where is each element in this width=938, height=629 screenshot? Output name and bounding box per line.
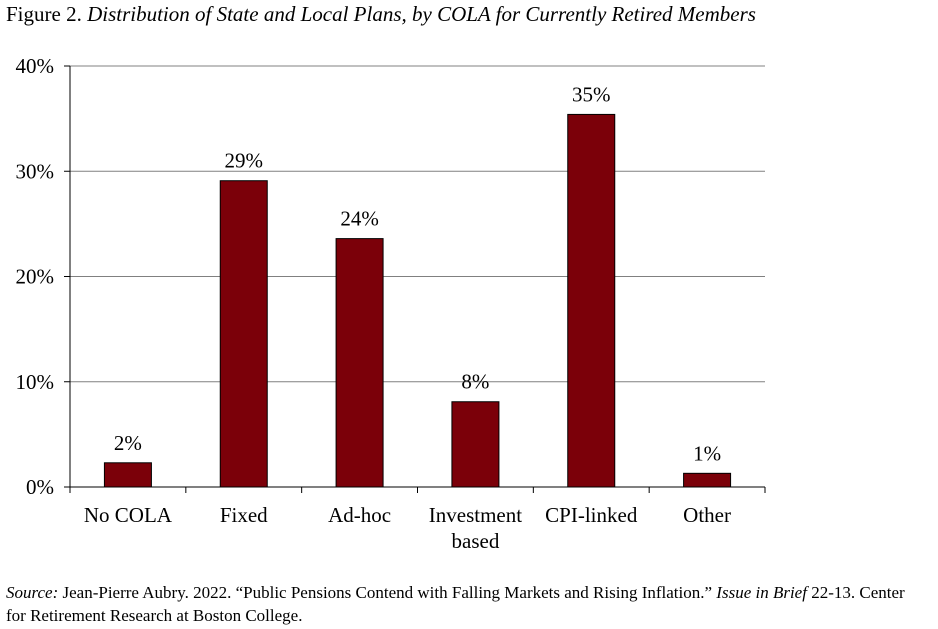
bar bbox=[103, 462, 152, 488]
category-label: Ad-hoc bbox=[328, 503, 391, 527]
data-label: 1% bbox=[693, 441, 721, 465]
category-label: Other bbox=[683, 503, 731, 527]
bar bbox=[451, 401, 500, 488]
figure-label: Figure 2. bbox=[6, 2, 82, 26]
figure-title: Figure 2. Distribution of State and Loca… bbox=[6, 2, 756, 27]
y-tick-label: 10% bbox=[16, 370, 55, 394]
source-label: Source: bbox=[6, 583, 59, 602]
source-italic: Issue in Brief bbox=[716, 583, 807, 602]
bar-chart: 0% 10% 20% 30% 40% 2% No COLA 29% Fixed 24% Ad-hoc… bbox=[16, 54, 766, 553]
data-label: 24% bbox=[340, 207, 379, 231]
data-label: 35% bbox=[572, 82, 611, 106]
figure-title-text: Distribution of State and Local Plans, b… bbox=[87, 2, 756, 26]
bar bbox=[335, 238, 384, 488]
bar bbox=[219, 180, 268, 488]
source-text-2: 22-13. Center for Retirement Research at… bbox=[6, 583, 905, 625]
y-tick-label: 30% bbox=[16, 159, 55, 183]
y-tick-label: 0% bbox=[26, 475, 54, 499]
category-label: based bbox=[452, 529, 500, 553]
category-label: No COLA bbox=[84, 503, 173, 527]
bar bbox=[683, 472, 732, 488]
data-label: 8% bbox=[461, 370, 489, 394]
source-text-1: Jean-Pierre Aubry. 2022. “Public Pension… bbox=[58, 583, 717, 602]
y-tick-label: 20% bbox=[16, 265, 55, 289]
y-tick-label: 40% bbox=[16, 54, 55, 78]
data-label: 2% bbox=[114, 431, 142, 455]
source-note: Source: Jean-Pierre Aubry. 2022. “Public… bbox=[6, 581, 926, 627]
bar bbox=[567, 113, 616, 488]
data-label: 29% bbox=[225, 149, 264, 173]
category-label: CPI-linked bbox=[545, 503, 638, 527]
category-label: Investment bbox=[429, 503, 522, 527]
category-label: Fixed bbox=[220, 503, 268, 527]
